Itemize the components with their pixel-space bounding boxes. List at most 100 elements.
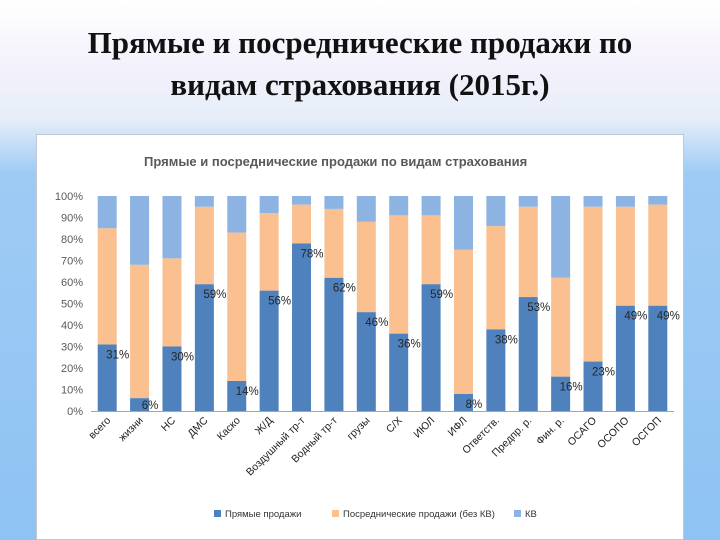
data-label: 6% [142, 400, 159, 412]
slide-title: Прямые и посреднические продажи по видам… [0, 22, 720, 106]
slide-title-line2: видам страхования (2015г.) [170, 67, 550, 102]
category-label: Ж/Д [253, 415, 275, 437]
y-tick-label: 30% [61, 342, 83, 354]
bar-direct [292, 243, 312, 411]
data-label: 23% [592, 367, 615, 379]
bar-intermediary [324, 208, 344, 278]
bar-kv [551, 196, 571, 278]
category-label: Каско [215, 415, 243, 443]
data-label: 16% [560, 382, 583, 394]
bar-intermediary [227, 232, 247, 381]
chart-panel: Прямые и посреднические продажи по видам… [36, 134, 684, 540]
bar-kv [356, 196, 376, 222]
category-label: Воздушный тр-т [244, 415, 308, 479]
bar-kv [518, 196, 538, 207]
y-tick-label: 10% [61, 385, 83, 397]
bar-direct [162, 346, 182, 411]
bar-direct [97, 344, 117, 411]
legend-label: КВ [525, 509, 537, 520]
y-tick-label: 40% [61, 320, 83, 332]
bar-direct [518, 297, 538, 411]
category-label: жизни [116, 415, 145, 444]
category-label: ИФЛ [445, 415, 469, 439]
bar-kv [583, 196, 603, 207]
category-label: всего [86, 415, 113, 442]
category-label: С/Х [384, 415, 405, 436]
bar-direct [583, 361, 603, 411]
bar-intermediary [421, 215, 441, 285]
category-label: ОСОПО [595, 415, 631, 451]
data-label: 49% [624, 311, 647, 323]
bar-kv [389, 196, 409, 216]
bar-kv [648, 196, 668, 205]
bar-direct [551, 376, 571, 411]
category-label: ДМС [185, 414, 210, 439]
bar-intermediary [551, 277, 571, 377]
bar-kv [97, 196, 117, 229]
bar-kv [162, 196, 182, 259]
bar-kv [615, 196, 635, 207]
category-label: грузы [345, 415, 373, 443]
y-tick-label: 0% [67, 406, 83, 418]
category-label: ИЮЛ [411, 415, 437, 441]
data-label: 36% [398, 339, 421, 351]
data-label: 53% [527, 302, 550, 314]
bar-intermediary [648, 204, 668, 306]
bar-intermediary [356, 221, 376, 313]
bar-intermediary [389, 215, 409, 334]
bar-kv [194, 196, 214, 207]
data-label: 59% [430, 289, 453, 301]
y-tick-label: 100% [55, 191, 83, 203]
bar-direct [227, 380, 247, 411]
bar-kv [130, 196, 150, 265]
chart-title: Прямые и посреднические продажи по видам… [144, 154, 527, 169]
plot-area: 0% 10% 20% 30% 40% 50% 60% 70% 80% 90% 100% всего жи… [55, 191, 680, 520]
bar-intermediary [130, 264, 150, 399]
category-label: ОСАГО [565, 415, 599, 449]
bar-kv [227, 196, 247, 233]
data-label: 8% [466, 399, 483, 411]
data-label: 38% [495, 334, 518, 346]
bar-direct [324, 277, 344, 411]
data-label: 62% [333, 283, 356, 295]
y-tick-label: 50% [61, 299, 83, 311]
bar-intermediary [518, 206, 538, 298]
bar-direct [615, 305, 635, 411]
bar-direct [421, 284, 441, 411]
legend-swatch [332, 510, 339, 517]
legend-swatch [514, 510, 521, 517]
y-tick-label: 80% [61, 234, 83, 246]
bar-direct [259, 290, 279, 411]
bar-intermediary [97, 228, 117, 345]
bar-intermediary [292, 204, 312, 244]
y-tick-label: 70% [61, 256, 83, 268]
bar-intermediary [194, 206, 214, 285]
data-label: 30% [171, 352, 194, 364]
data-label: 78% [301, 248, 324, 260]
legend-label: Посреднические продажи (без КВ) [343, 509, 495, 520]
bar-intermediary [486, 226, 506, 330]
bar-intermediary [583, 206, 603, 362]
bar-kv [486, 196, 506, 227]
y-tick-label: 90% [61, 213, 83, 225]
category-label: НС [159, 414, 179, 434]
bar-kv [453, 196, 473, 250]
bar-direct [486, 329, 506, 411]
bar-intermediary [162, 258, 182, 347]
y-tick-label: 60% [61, 277, 83, 289]
data-label: 14% [236, 386, 259, 398]
legend-label: Прямые продажи [225, 509, 301, 520]
slide-title-line1: Прямые и посреднические продажи по [87, 25, 633, 60]
bar-direct [130, 398, 150, 411]
bar-direct [648, 305, 668, 411]
data-label: 49% [657, 311, 680, 323]
y-tick-label: 20% [61, 363, 83, 375]
bar-intermediary [259, 213, 279, 291]
bar-kv [259, 196, 279, 214]
data-label: 56% [268, 296, 291, 308]
bar-intermediary [615, 206, 635, 306]
bar-kv [292, 196, 312, 205]
bar-direct [356, 312, 376, 411]
data-label: 31% [106, 349, 129, 361]
data-label: 46% [365, 317, 388, 329]
